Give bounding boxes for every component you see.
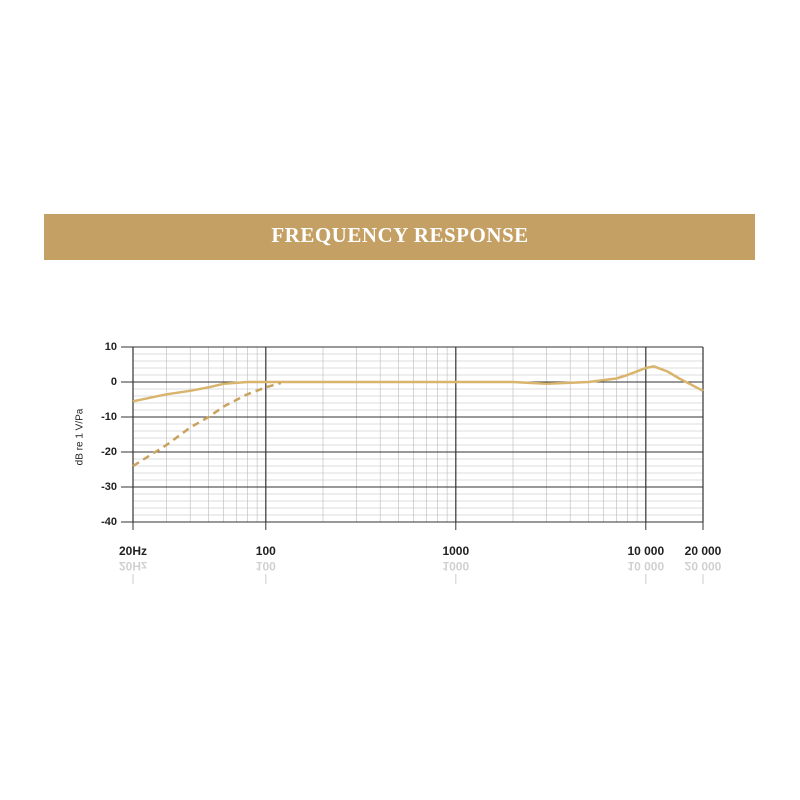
x-tick-reflection: 10 000 (627, 559, 664, 573)
plot: 100-10-20-30-4020Hz20Hz1001001000100010 … (101, 341, 722, 584)
x-tick-reflection: 20Hz (119, 559, 147, 573)
x-tick-label: 100 (256, 544, 276, 558)
y-tick-label: -10 (101, 411, 117, 423)
x-tick-label: 20Hz (119, 544, 147, 558)
series-line (132, 381, 282, 468)
title-banner (44, 214, 755, 260)
x-tick-reflection: 100 (256, 559, 276, 573)
x-tick-label: 10 000 (627, 544, 664, 558)
chart-title: FREQUENCY RESPONSE (271, 223, 528, 247)
y-tick-label: 10 (105, 341, 117, 353)
x-tick-label: 1000 (442, 544, 469, 558)
x-tick-label: 20 000 (685, 544, 722, 558)
y-tick-label: -40 (101, 516, 117, 528)
y-tick-label: -30 (101, 481, 117, 493)
y-axis-label: dB re 1 V/Pa (75, 408, 86, 465)
x-tick-reflection: 20 000 (685, 559, 722, 573)
y-tick-label: -20 (101, 446, 117, 458)
y-tick-label: 0 (111, 376, 117, 388)
series-line (132, 365, 704, 403)
x-tick-reflection: 1000 (442, 559, 469, 573)
